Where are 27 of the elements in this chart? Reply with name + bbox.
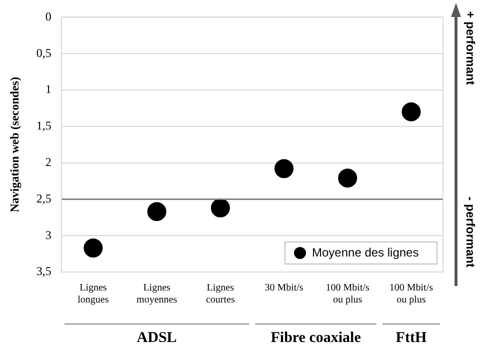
x-tick-label: Lignes moyennes [136, 282, 178, 306]
x-tick-label: 100 Mbit/s ou plus [389, 282, 434, 306]
legend-label: Moyenne des lignes [312, 245, 419, 260]
y-tick-label: 3 [45, 228, 52, 242]
x-tick-label: Lignes longues [78, 282, 109, 306]
y-tick-label: 1,5 [36, 118, 52, 133]
y-axis-title: Navigation web (secondes) [7, 76, 22, 212]
x-tick-label: Lignes courtes [206, 282, 235, 306]
y-tick-label: 3,5 [36, 264, 52, 278]
point [210, 198, 230, 218]
text: ADSL [136, 330, 177, 346]
text: + performant [464, 11, 478, 85]
y-tick-label: 1 [45, 82, 52, 96]
x-tick-label: 30 Mbit/s [264, 282, 304, 294]
text: - performant [464, 196, 478, 268]
point [402, 102, 421, 122]
y-tick-label: 2 [45, 154, 52, 169]
y-tick-label: 0 [45, 9, 52, 24]
y-tick-label: 2,5 [36, 191, 52, 206]
y-tick-label: 0,5 [36, 46, 52, 60]
point [147, 202, 166, 222]
text: FttH [396, 330, 427, 346]
point [84, 238, 103, 258]
point [338, 168, 358, 188]
x-tick-label: 100 Mbit/s ou plus [326, 282, 370, 306]
point [274, 159, 294, 178]
text: Fibre coaxiale [270, 330, 362, 346]
